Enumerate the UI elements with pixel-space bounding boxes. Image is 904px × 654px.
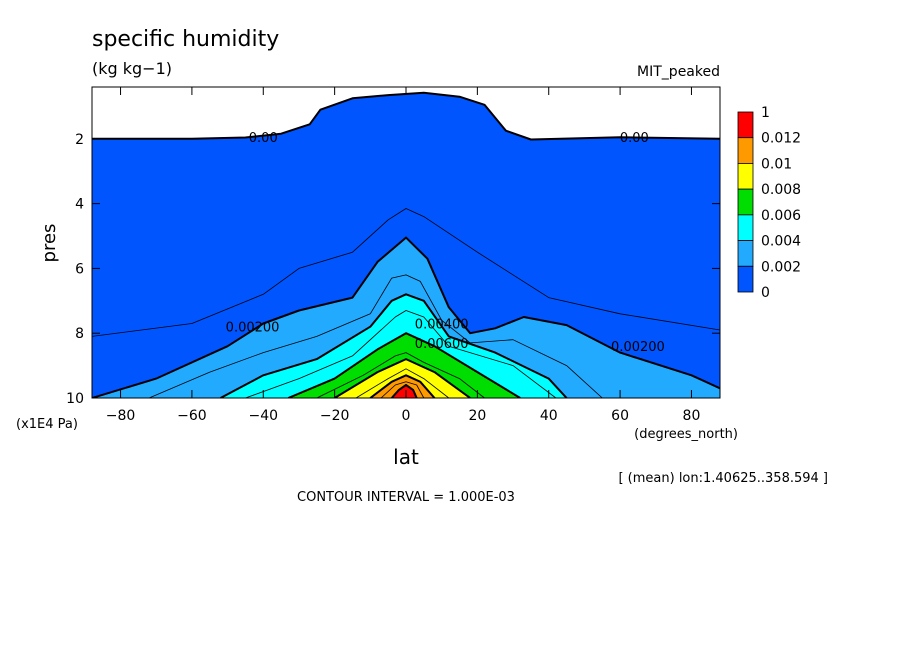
contour-line-1 xyxy=(92,208,720,337)
colorbar-label-2: 0.01 xyxy=(761,156,792,172)
x-tick-label-3: −20 xyxy=(320,408,350,424)
x-axis-units: (degrees_north) xyxy=(634,427,738,442)
colorbar-label-5: 0.004 xyxy=(761,234,801,250)
x-axis-label: lat xyxy=(393,445,419,469)
y-axis-label: pres xyxy=(39,224,60,263)
x-tick-label-0: −80 xyxy=(106,408,136,424)
colorbar-swatch-2 xyxy=(737,163,754,190)
colorbar-label-6: 0.002 xyxy=(761,259,801,275)
contour-line-2 xyxy=(92,236,720,398)
x-tick-label-6: 40 xyxy=(540,408,558,424)
contour-line-3 xyxy=(148,274,603,398)
y-tick-label-4: 10 xyxy=(66,391,84,407)
contour-line-7 xyxy=(316,352,485,398)
mean-range-note: [ (mean) lon:1.40625..358.594 ] xyxy=(618,471,828,486)
contour-line-12 xyxy=(390,384,418,398)
y-tick-label-1: 4 xyxy=(75,197,84,213)
colorbar-swatch-4 xyxy=(737,214,754,241)
contour-interval-note: CONTOUR INTERVAL = 1.000E-03 xyxy=(297,490,515,505)
contour-line-10 xyxy=(369,374,436,398)
contour-label-3: 0.00200 xyxy=(611,340,665,355)
colorbar-swatch-6 xyxy=(737,265,754,293)
x-axis: −80 −60 −40 −20 0 20 40 60 80 xyxy=(106,87,701,424)
contour-line-8 xyxy=(334,358,471,398)
x-tick-label-2: −40 xyxy=(248,408,278,424)
contour-label-1: 0.00 xyxy=(620,131,649,146)
contour-label-5: 0.00600 xyxy=(415,337,469,352)
y-tick-label-2: 6 xyxy=(75,261,84,277)
contour-line-5 xyxy=(245,310,557,398)
colorbar: 1 0.012 0.01 0.008 0.006 0.004 0.002 0 xyxy=(737,105,801,301)
contour-label-0: 0.00 xyxy=(249,131,278,146)
x-tick-label-4: 0 xyxy=(402,408,411,424)
chart-title: specific humidity xyxy=(92,27,279,52)
contour-line-4 xyxy=(220,293,568,398)
colorbar-swatch-3 xyxy=(737,188,754,216)
colorbar-label-7: 0 xyxy=(761,285,770,301)
x-tick-label-1: −60 xyxy=(177,408,207,424)
x-tick-label-8: 80 xyxy=(683,408,701,424)
x-tick-label-5: 20 xyxy=(468,408,486,424)
colorbar-swatch-0 xyxy=(737,111,754,139)
colorbar-label-4: 0.006 xyxy=(761,208,801,224)
contour-label-4: 0.00400 xyxy=(415,317,469,332)
colorbar-swatch-5 xyxy=(737,240,754,267)
y-tick-label-0: 2 xyxy=(75,132,84,148)
contour-line-9 xyxy=(355,368,450,398)
colorbar-label-0: 1 xyxy=(761,105,770,121)
contour-line-6 xyxy=(287,332,521,398)
contour-labels: 0.00 0.00 0.00200 0.00200 0.00400 0.00600 xyxy=(226,131,665,355)
units-label: (kg kg−1) xyxy=(92,59,172,78)
contour-label-2: 0.00200 xyxy=(226,321,280,336)
colorbar-swatch-1 xyxy=(737,137,754,164)
y-axis: 2 4 6 8 10 xyxy=(66,132,720,407)
colorbar-label-1: 0.012 xyxy=(761,131,801,147)
contour-line-11 xyxy=(380,381,425,398)
x-tick-label-7: 60 xyxy=(611,408,629,424)
experiment-label: MIT_peaked xyxy=(637,64,720,80)
colorbar-label-3: 0.008 xyxy=(761,182,801,198)
y-tick-label-3: 8 xyxy=(75,326,84,342)
y-axis-units: (x1E4 Pa) xyxy=(16,417,78,432)
